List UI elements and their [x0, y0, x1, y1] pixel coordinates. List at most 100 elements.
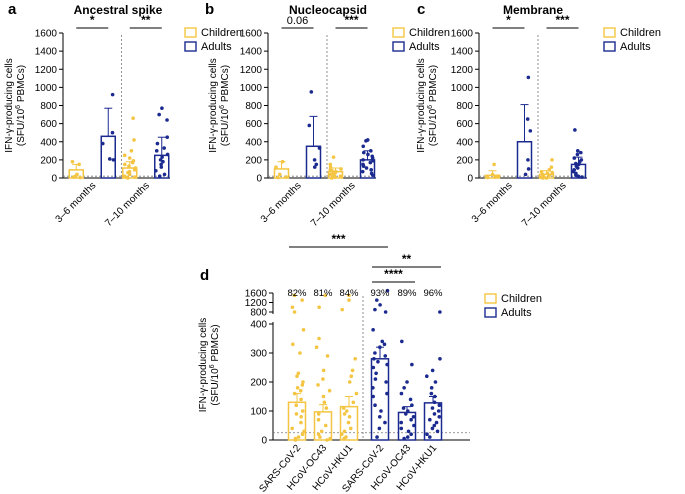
legend-swatch-children — [184, 27, 197, 38]
y-tick-label: 400 — [456, 137, 473, 148]
data-point — [294, 412, 299, 416]
data-point — [409, 432, 413, 437]
data-point — [348, 426, 353, 431]
legend: Children Adults — [484, 293, 542, 319]
data-point — [165, 135, 170, 140]
data-point — [157, 112, 161, 117]
y-axis-label: IFN-γ-producing cells (SFU/106 PBMCs) — [4, 58, 27, 152]
y-label-sup: 6 — [427, 105, 434, 109]
data-point — [159, 162, 163, 167]
y-axis-label-line1: IFN-γ-producing cells — [208, 58, 219, 152]
data-point — [373, 351, 377, 355]
data-point — [339, 167, 343, 171]
panel-letter: c — [417, 1, 425, 18]
data-point — [126, 176, 130, 180]
data-point — [165, 152, 170, 157]
data-point — [371, 394, 375, 399]
data-point — [401, 406, 406, 410]
data-point — [319, 429, 324, 434]
data-point — [405, 380, 409, 384]
data-point — [438, 310, 442, 314]
data-point — [323, 423, 328, 428]
percent-label: 82% — [287, 288, 307, 299]
data-point — [549, 165, 554, 169]
data-point — [361, 164, 366, 169]
y-axis-label-line1: IFN-γ-producing cells — [416, 58, 427, 152]
data-point — [406, 429, 411, 434]
y-axis-label: IFN-γ-producing cells (SFU/106 PBMCs) — [198, 318, 221, 412]
data-point — [325, 438, 329, 442]
data-point — [383, 310, 388, 314]
data-point — [404, 412, 408, 416]
panel-letter: d — [200, 267, 209, 284]
data-point — [400, 339, 404, 344]
y-axis-label-line2: (SFU/106 PBMCs) — [219, 65, 231, 146]
data-point — [410, 362, 414, 367]
y-tick-label: 0 — [256, 174, 262, 185]
data-point — [127, 172, 132, 177]
data-point — [580, 175, 584, 179]
data-point — [432, 400, 437, 405]
data-point — [525, 117, 530, 121]
data-point — [316, 417, 321, 422]
data-point — [323, 293, 328, 298]
data-point — [325, 354, 330, 358]
y-tick-label: 1200 — [240, 65, 263, 76]
data-point — [485, 175, 490, 180]
data-point — [347, 415, 352, 419]
y-tick-label: 200 — [40, 155, 57, 166]
significance-label: *** — [555, 13, 569, 27]
data-point — [123, 162, 127, 167]
data-point — [347, 298, 351, 302]
y-label-post: PBMCs) — [210, 324, 221, 364]
data-point — [328, 436, 332, 441]
data-point — [384, 380, 388, 384]
bar — [313, 411, 333, 441]
data-point — [437, 415, 442, 419]
y-axis-label-line1: IFN-γ-producing cells — [198, 318, 209, 412]
data-point — [436, 409, 441, 413]
significance-label: 0.06 — [287, 15, 308, 27]
x-category-label: 7–10 months — [103, 180, 152, 229]
data-point — [410, 403, 414, 408]
y-label-pre: (SFU/10 — [428, 108, 439, 146]
data-point — [302, 429, 306, 434]
data-point — [433, 380, 438, 384]
data-point — [438, 357, 442, 361]
data-point — [351, 400, 356, 405]
legend-label-adults: Adults — [409, 41, 440, 53]
data-point — [371, 386, 375, 390]
data-point — [346, 420, 351, 425]
data-point — [159, 165, 164, 169]
legend-label-adults: Adults — [620, 41, 651, 53]
data-point — [354, 391, 359, 396]
data-point — [324, 406, 329, 410]
y-tick-label: 0 — [467, 174, 473, 185]
data-point — [547, 173, 551, 178]
data-point — [371, 328, 375, 332]
data-point — [364, 166, 369, 170]
data-point — [490, 172, 495, 177]
data-point — [374, 298, 379, 302]
data-point — [373, 403, 377, 408]
data-point — [295, 374, 299, 379]
y-axis-label-line2: (SFU/106 PBMCs) — [15, 65, 27, 146]
x-category-label: 7–10 months — [520, 180, 569, 229]
y-label-post: PBMCs) — [428, 65, 439, 105]
data-point — [298, 388, 303, 393]
y-tick-label: 800 — [40, 101, 57, 112]
y-tick-label: 100 — [250, 407, 267, 418]
data-point — [100, 141, 105, 146]
data-point — [127, 156, 132, 160]
data-point — [295, 386, 300, 390]
data-point — [277, 172, 282, 177]
data-point — [353, 357, 358, 361]
data-point — [579, 150, 583, 155]
data-point — [317, 146, 322, 150]
data-point — [321, 368, 326, 373]
data-point — [284, 175, 288, 179]
x-category-label: 3–6 months — [470, 180, 515, 225]
data-point — [380, 339, 385, 344]
data-point — [155, 141, 160, 146]
data-point — [122, 153, 127, 158]
